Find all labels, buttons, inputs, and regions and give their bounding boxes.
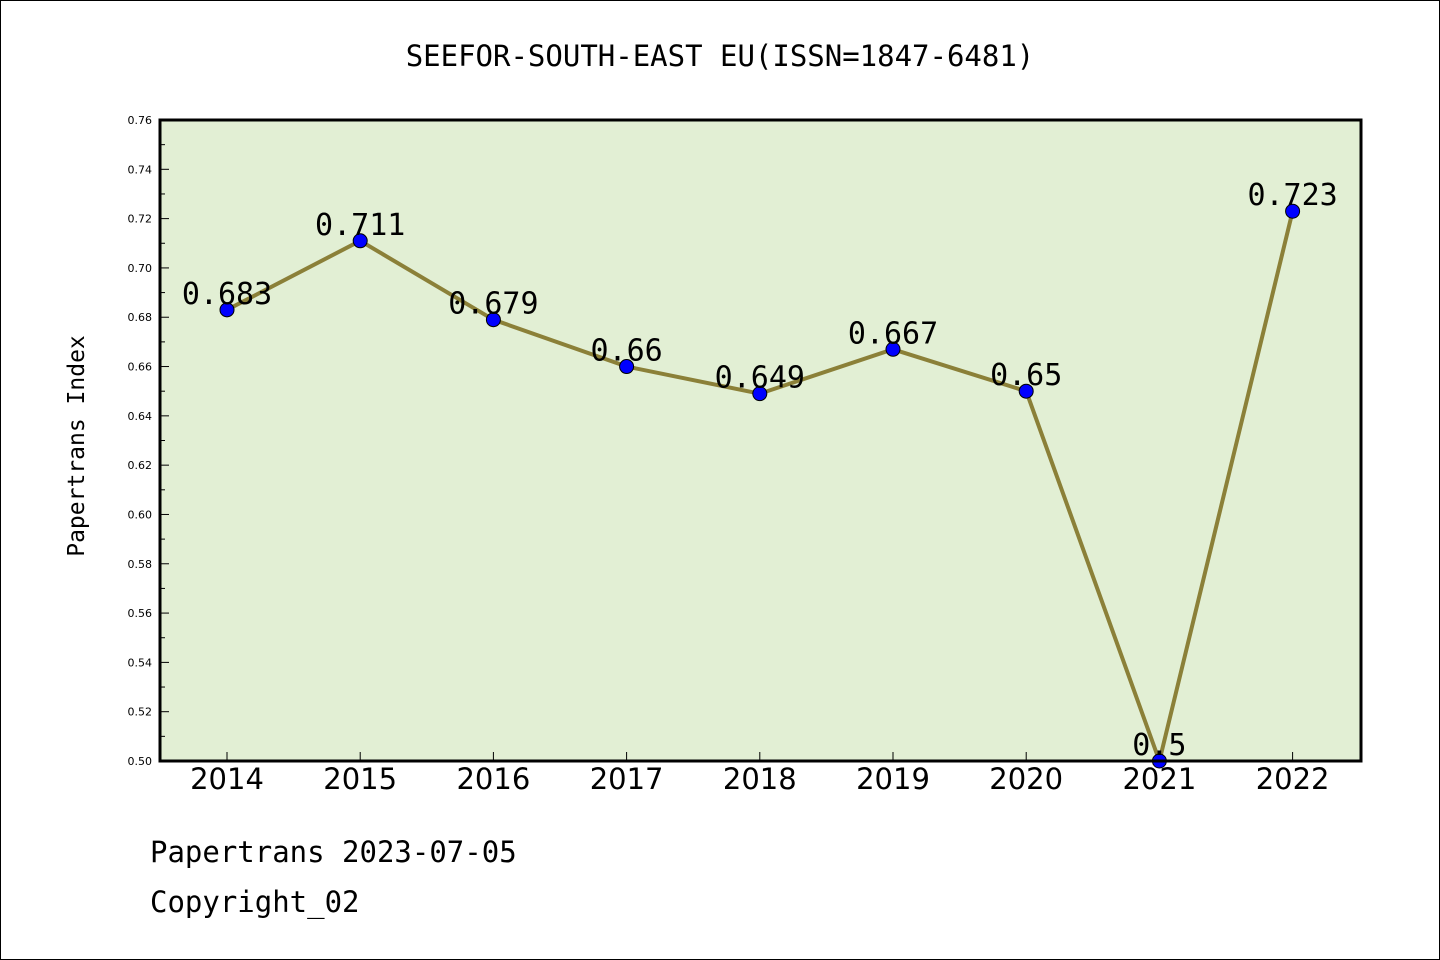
y-tick-label: 0.54 [128,656,153,669]
x-tick-label: 2017 [590,762,664,796]
data-label: 0.667 [848,316,938,351]
y-tick-label: 0.52 [128,706,153,719]
data-point [485,312,501,328]
y-tick-label: 0.76 [128,114,153,127]
y-tick-label: 0.74 [128,163,153,176]
data-point [752,386,768,402]
data-label: 0.5 [1132,728,1186,763]
footer-copyright: Copyright_02 [150,885,360,919]
data-label: 0.679 [448,287,538,322]
x-tick-label: 2018 [723,762,797,796]
x-tick-label: 2014 [190,762,264,796]
y-tick-label: 0.68 [128,311,153,324]
x-tick-label: 2015 [323,762,397,796]
y-tick-label: 0.66 [128,361,153,374]
x-tick-label: 2020 [989,762,1063,796]
data-point [352,233,368,249]
y-tick-label: 0.56 [128,607,153,620]
y-tick-label: 0.62 [128,459,153,472]
y-tick-label: 0.72 [128,213,153,226]
data-labels: 0.683 0.711 0.679 0.66 0.649 0.667 0.65 0.5 0.72… [182,178,1338,763]
data-markers [219,203,1301,769]
y-tick-label: 0.70 [128,262,153,275]
data-label: 0.65 [990,358,1062,393]
x-tick-label: 2016 [456,762,530,796]
x-tick-label: 2022 [1256,762,1330,796]
y-tick-label: 0.64 [128,410,153,423]
data-point [1018,383,1034,399]
data-label: 0.66 [590,334,662,369]
data-point [219,302,235,318]
y-tick-label: 0.58 [128,558,153,571]
data-label: 0.723 [1247,178,1337,213]
plot-area [160,120,1361,761]
data-point [885,341,901,357]
footer-date: Papertrans 2023-07-05 [150,835,517,869]
y-tick-label: 0.60 [128,508,153,521]
data-label: 0.649 [715,361,805,396]
y-tick-label: 0.50 [128,755,153,768]
x-tick-label: 2019 [856,762,930,796]
data-label: 0.683 [182,277,272,312]
plot-border [158,118,1363,763]
data-label: 0.711 [315,208,405,243]
data-point [1285,203,1301,219]
y-axis: 0.50 0.52 0.54 0.56 0.58 0.60 0.62 0.64 0.66 0.68… [128,114,169,768]
y-axis-label: Papertrans Index [64,335,90,557]
chart-title: SEEFOR-SOUTH-EAST EU(ISSN=1847-6481) [406,39,1035,73]
x-axis: 2014 2015 2016 2017 2018 2019 2020 2021 2022 [190,752,1330,796]
data-point [619,359,635,375]
